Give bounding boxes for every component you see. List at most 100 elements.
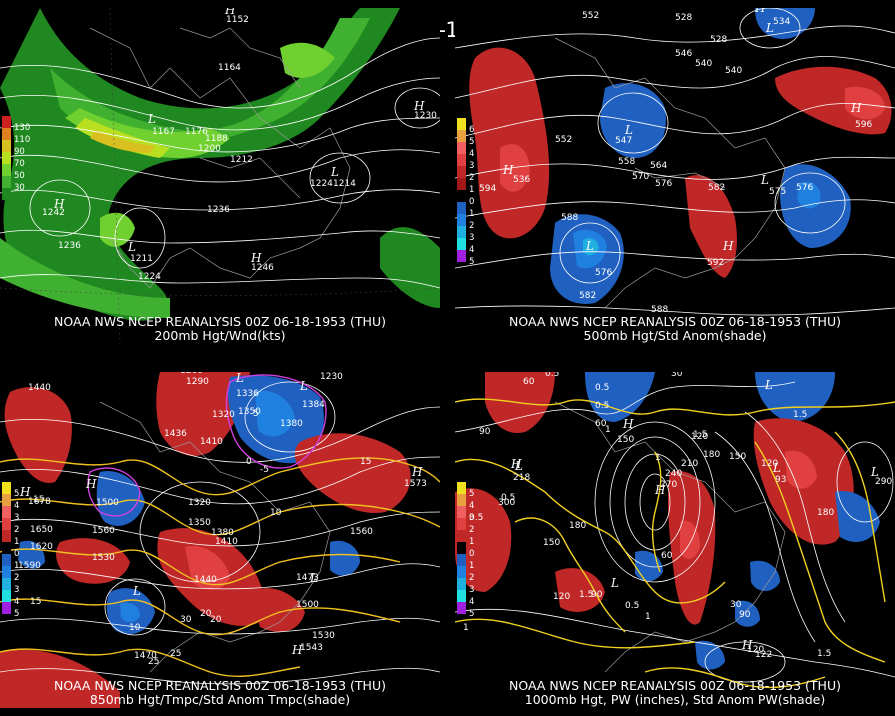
legend-swatch xyxy=(2,176,11,188)
legend-tick: 90 xyxy=(14,147,25,157)
height-label: 1530 xyxy=(312,631,335,641)
legend-tick: 3 xyxy=(469,513,475,523)
legend-swatch xyxy=(2,128,11,140)
height-label: 1530 xyxy=(92,553,115,563)
temp-label: 25 xyxy=(148,657,159,667)
legend-tick: 1 xyxy=(469,537,475,547)
temp-label: 30 xyxy=(180,615,192,625)
height-label: 1260 xyxy=(180,372,203,376)
height-label: 1410 xyxy=(215,537,238,547)
legend-tick: 2 xyxy=(14,525,20,535)
pw-label: 0.5 xyxy=(469,513,483,523)
low-marker: L xyxy=(772,461,781,475)
legend-tick: 130 xyxy=(14,123,31,133)
pw-label: 1.5 xyxy=(817,649,831,659)
height-label: 122 xyxy=(755,650,772,660)
height-label: 30 xyxy=(671,372,683,379)
height-label: 30 xyxy=(730,600,742,610)
height-label: 546 xyxy=(675,49,692,59)
high-marker: H xyxy=(53,197,65,211)
height-label: 534 xyxy=(773,17,790,27)
legend-tick: 3 xyxy=(14,585,20,595)
temp-label: 5 xyxy=(253,409,259,419)
legend-tick: 2 xyxy=(469,525,475,535)
height-label: 90 xyxy=(591,590,603,600)
height-label: 270 xyxy=(660,480,677,490)
low-marker: L xyxy=(235,372,244,385)
height-label: 540 xyxy=(725,66,742,76)
legend-tick: 4 xyxy=(469,245,475,255)
high-marker: H xyxy=(654,483,666,497)
height-label: 564 xyxy=(650,161,667,171)
pw-label: 0.5 xyxy=(625,601,639,611)
legend-swatch xyxy=(457,566,466,578)
legend-tick: 6 xyxy=(469,125,475,135)
wind-shading xyxy=(0,8,440,321)
height-label: 528 xyxy=(710,35,727,45)
legend-tick: 3 xyxy=(14,513,20,523)
height-label: 218 xyxy=(513,473,530,483)
panel-200mb: 1152 1164 1176 1188 1200 1212 1224 1236 1236 1224… xyxy=(0,8,440,344)
height-label: 1290 xyxy=(186,377,209,387)
height-label: 1336 xyxy=(236,389,259,399)
legend-500mb: 6 5 4 3 2 1 0 1 2 3 4 5 xyxy=(457,118,474,267)
legend-tick: 5 xyxy=(469,257,475,267)
height-label: 1176 xyxy=(185,127,208,137)
height-label: 594 xyxy=(479,184,496,194)
low-marker: L xyxy=(870,465,879,479)
height-label: 150 xyxy=(543,538,560,548)
legend-tick: 1 xyxy=(14,561,20,571)
height-label: 540 xyxy=(695,59,712,69)
height-label: 1500 xyxy=(96,498,119,508)
pw-label: 1 xyxy=(655,453,661,463)
temp-label: 15 xyxy=(30,597,41,607)
legend-swatch xyxy=(2,506,11,518)
legend-tick: 0 xyxy=(469,197,475,207)
pw-label: 1 xyxy=(645,612,651,622)
height-label: 1164 xyxy=(218,63,241,73)
legend-tick: 5 xyxy=(469,609,475,619)
legend-swatch xyxy=(2,566,11,578)
low-marker: L xyxy=(624,123,633,137)
legend-tick: 5 xyxy=(14,609,20,619)
height-label: 1678 xyxy=(28,497,51,507)
temp-label: 15 xyxy=(360,457,371,467)
legend-tick: 3 xyxy=(469,161,475,171)
height-label: 1560 xyxy=(350,527,373,537)
legend-tick: 70 xyxy=(14,159,25,169)
height-label: 588 xyxy=(651,305,668,315)
anomaly-shading xyxy=(455,372,880,670)
low-marker: L xyxy=(760,173,769,187)
height-label: 180 xyxy=(817,508,834,518)
legend-tick: 1 xyxy=(469,561,475,571)
legend-swatch xyxy=(457,202,466,214)
high-marker: H xyxy=(250,251,262,265)
height-label: 1620 xyxy=(30,542,53,552)
legend-swatch xyxy=(457,178,466,190)
height-label: 547 xyxy=(615,136,632,146)
legend-swatch xyxy=(457,130,466,142)
pw-label: 1 xyxy=(463,623,469,633)
anomaly-shading xyxy=(469,8,892,304)
height-label: 582 xyxy=(708,183,725,193)
low-marker: L xyxy=(299,379,308,393)
height-label: 528 xyxy=(675,13,692,23)
height-label: 1573 xyxy=(404,479,427,489)
height-label: 1440 xyxy=(194,575,217,585)
caption-850mb-line1: NOAA NWS NCEP REANALYSIS 00Z 06-18-1953 … xyxy=(53,678,386,693)
caption-1000mb-line1: NOAA NWS NCEP REANALYSIS 00Z 06-18-1953 … xyxy=(508,678,841,693)
legend-swatch xyxy=(457,530,466,542)
temp-label: 10 xyxy=(270,508,282,518)
height-label: 1236 xyxy=(207,205,230,215)
coastlines xyxy=(99,401,331,673)
legend-tick: 4 xyxy=(469,501,475,511)
low-marker: L xyxy=(765,21,774,35)
height-contours xyxy=(0,37,440,289)
height-label: 552 xyxy=(582,11,599,21)
legend-tick: 2 xyxy=(469,173,475,183)
pw-contours xyxy=(455,398,895,689)
height-label: 1224 xyxy=(138,272,161,282)
height-label: 1246 xyxy=(251,263,274,273)
